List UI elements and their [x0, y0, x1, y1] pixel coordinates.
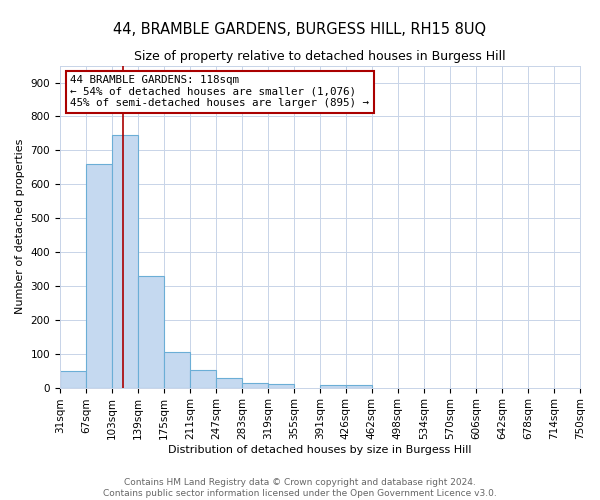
Bar: [138, 276, 164, 388]
Bar: [164, 352, 190, 388]
Y-axis label: Number of detached properties: Number of detached properties: [15, 139, 25, 314]
Bar: [86, 164, 112, 388]
Bar: [320, 385, 346, 388]
Bar: [190, 370, 216, 388]
Bar: [216, 378, 242, 388]
Bar: [112, 135, 138, 388]
Text: 44, BRAMBLE GARDENS, BURGESS HILL, RH15 8UQ: 44, BRAMBLE GARDENS, BURGESS HILL, RH15 …: [113, 22, 487, 38]
Bar: [242, 383, 268, 388]
Bar: [346, 385, 371, 388]
Bar: [60, 370, 86, 388]
Bar: [268, 384, 294, 388]
Text: Contains HM Land Registry data © Crown copyright and database right 2024.
Contai: Contains HM Land Registry data © Crown c…: [103, 478, 497, 498]
Title: Size of property relative to detached houses in Burgess Hill: Size of property relative to detached ho…: [134, 50, 506, 63]
X-axis label: Distribution of detached houses by size in Burgess Hill: Distribution of detached houses by size …: [168, 445, 472, 455]
Text: 44 BRAMBLE GARDENS: 118sqm
← 54% of detached houses are smaller (1,076)
45% of s: 44 BRAMBLE GARDENS: 118sqm ← 54% of deta…: [70, 75, 370, 108]
